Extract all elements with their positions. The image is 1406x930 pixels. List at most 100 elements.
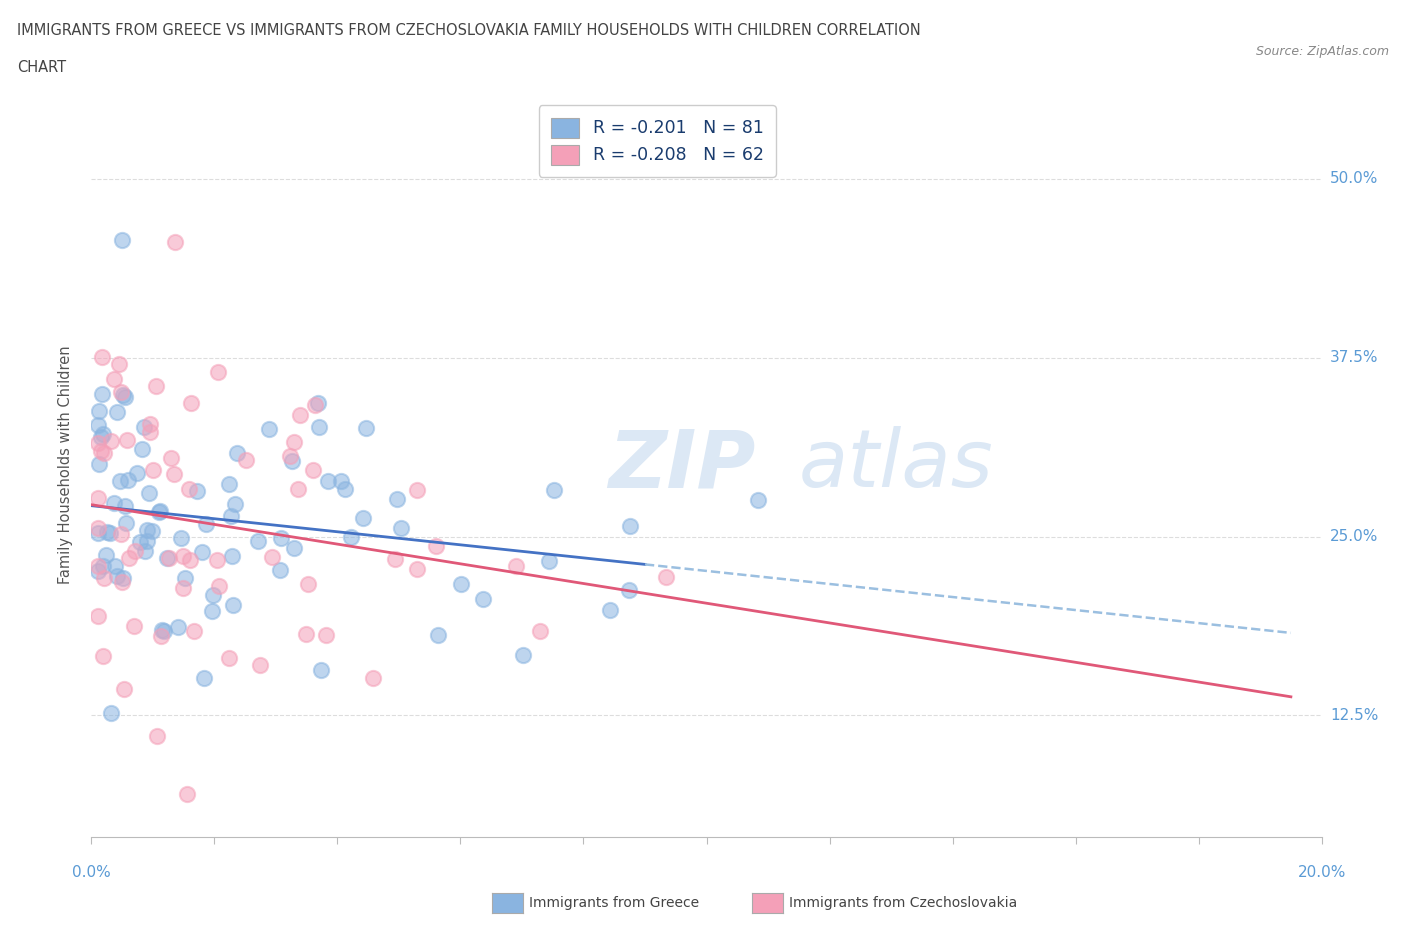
Point (186, 484, 208, 498)
Text: Immigrants from Czechoslovakia: Immigrants from Czechoslovakia (789, 896, 1017, 910)
Point (90, 350, 112, 365)
Point (747, 493, 769, 508)
Point (207, 365, 229, 379)
Point (124, 543, 146, 558)
Point (512, 648, 534, 663)
Point (283, 434, 305, 449)
Point (384, 551, 406, 566)
Point (110, 526, 132, 541)
Text: ZIP: ZIP (607, 426, 755, 504)
Point (90, 429, 112, 444)
Point (167, 619, 190, 634)
Point (87, 404, 110, 418)
Point (537, 554, 560, 569)
Point (208, 578, 231, 593)
Point (157, 551, 180, 565)
Point (86, 609, 108, 624)
Point (183, 623, 205, 638)
Point (114, 498, 136, 513)
Point (297, 577, 319, 591)
Point (543, 482, 565, 497)
Point (86, 525, 108, 540)
Point (96, 525, 118, 539)
Point (179, 552, 201, 567)
Point (100, 706, 122, 721)
Point (117, 472, 139, 487)
Point (115, 432, 138, 447)
Point (160, 451, 183, 466)
Point (165, 234, 187, 249)
Point (389, 521, 412, 536)
Point (172, 580, 194, 595)
Point (307, 396, 329, 411)
Point (257, 422, 280, 437)
Point (426, 628, 449, 643)
Point (129, 535, 152, 550)
Point (385, 492, 408, 507)
Point (145, 379, 167, 393)
Point (107, 568, 129, 583)
Point (205, 552, 228, 567)
Point (163, 467, 186, 482)
Point (138, 485, 160, 500)
Point (316, 473, 339, 488)
Point (308, 419, 330, 434)
Point (315, 628, 337, 643)
Text: 0.0%: 0.0% (72, 865, 111, 880)
Point (304, 398, 326, 413)
Point (278, 448, 301, 463)
Point (599, 602, 621, 617)
Point (617, 582, 640, 597)
Point (262, 550, 284, 565)
Point (86, 418, 108, 432)
Point (352, 511, 374, 525)
Point (354, 420, 377, 435)
Point (340, 529, 363, 544)
Point (118, 551, 141, 565)
Point (169, 531, 191, 546)
Point (247, 534, 270, 549)
Point (134, 420, 156, 435)
Point (114, 515, 136, 530)
Text: 25.0%: 25.0% (1330, 529, 1378, 544)
Point (111, 233, 134, 248)
Point (138, 424, 160, 439)
Point (221, 549, 243, 564)
Text: atlas: atlas (799, 426, 994, 504)
Text: 37.5%: 37.5% (1330, 351, 1378, 365)
Point (107, 405, 129, 419)
Point (361, 671, 384, 685)
Point (134, 544, 156, 559)
Text: IMMIGRANTS FROM GREECE VS IMMIGRANTS FROM CZECHOSLOVAKIA FAMILY HOUSEHOLDS WITH : IMMIGRANTS FROM GREECE VS IMMIGRANTS FRO… (17, 23, 921, 38)
Point (425, 538, 447, 553)
Point (450, 577, 472, 591)
Text: 12.5%: 12.5% (1330, 708, 1378, 723)
Point (142, 462, 165, 477)
Point (218, 651, 240, 666)
Point (136, 523, 159, 538)
Text: 20.0%: 20.0% (1298, 865, 1346, 880)
Point (136, 534, 159, 549)
Point (302, 462, 325, 477)
Point (269, 563, 291, 578)
Point (529, 623, 551, 638)
Point (148, 505, 170, 520)
Point (221, 508, 243, 523)
Point (145, 728, 167, 743)
Text: Immigrants from Greece: Immigrants from Greece (529, 896, 699, 910)
Point (152, 624, 174, 639)
Point (127, 465, 149, 480)
Point (226, 445, 249, 460)
Point (309, 662, 332, 677)
Point (91, 427, 114, 442)
Point (194, 517, 217, 532)
Point (93, 571, 115, 586)
Point (112, 682, 135, 697)
Point (283, 540, 305, 555)
Point (150, 622, 173, 637)
Point (104, 558, 127, 573)
Point (235, 452, 257, 467)
Point (138, 417, 160, 432)
Point (201, 604, 224, 618)
Point (108, 473, 131, 488)
